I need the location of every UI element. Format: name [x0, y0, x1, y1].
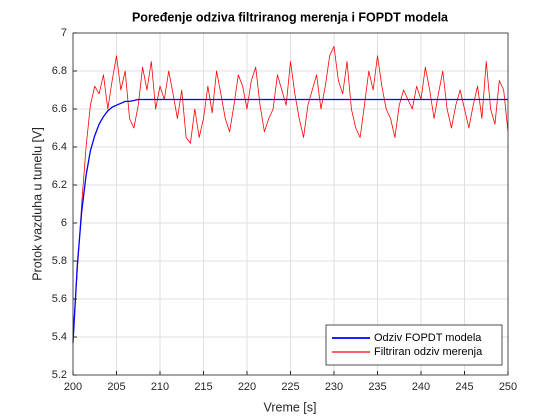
- y-tick-label: 6.2: [52, 179, 67, 191]
- y-tick-label: 6.6: [52, 103, 67, 115]
- x-tick-label: 230: [325, 381, 343, 393]
- y-tick-label: 5.2: [52, 369, 67, 381]
- y-tick-label: 6.4: [52, 141, 67, 153]
- x-tick-label: 205: [107, 381, 125, 393]
- x-tick-label: 240: [412, 381, 430, 393]
- y-tick-label: 5.4: [52, 331, 67, 343]
- x-tick-label: 215: [194, 381, 212, 393]
- x-tick-label: 225: [281, 381, 299, 393]
- legend-box: [325, 324, 503, 366]
- y-tick-label: 7: [61, 27, 67, 39]
- y-tick-label: 5.6: [52, 293, 67, 305]
- y-tick-label: 6.8: [52, 65, 67, 77]
- chart-title: Poređenje odziva filtriranog merenja i F…: [132, 10, 449, 24]
- data-line: [72, 45, 509, 334]
- x-tick-label: 250: [499, 381, 517, 393]
- x-tick-label: 245: [455, 381, 473, 393]
- legend-label: Odziv FOPDT modela: [374, 332, 482, 344]
- axes-box: [72, 32, 509, 376]
- x-tick-label: 200: [64, 381, 82, 393]
- y-axis-label: Protok vazduha u tunelu [V]: [30, 127, 44, 281]
- x-axis-label: Vreme [s]: [263, 400, 316, 414]
- y-tick-label: 6: [61, 217, 67, 229]
- data-line: [72, 98, 508, 343]
- x-tick-label: 235: [368, 381, 386, 393]
- x-tick-label: 220: [238, 381, 256, 393]
- x-tick-label: 210: [151, 381, 169, 393]
- legend-label: Filtriran odziv merenja: [374, 346, 483, 358]
- y-tick-label: 5.8: [52, 255, 67, 267]
